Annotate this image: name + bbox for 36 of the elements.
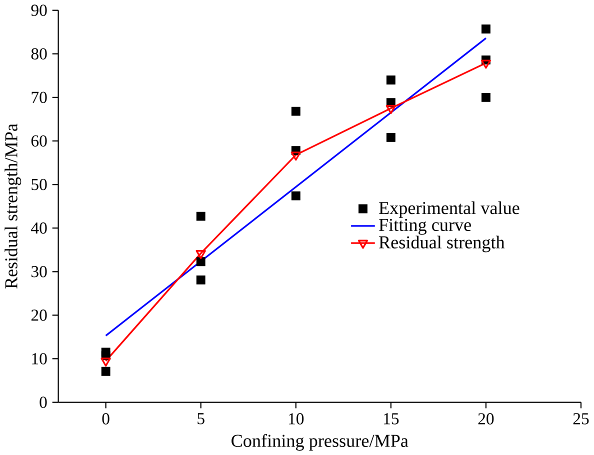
- point: [290, 151, 301, 160]
- x-tick-label: 15: [384, 413, 399, 424]
- x-tick-label: 20: [478, 413, 494, 424]
- y-tick-label: 40: [31, 222, 47, 234]
- y-tick-label: 60: [31, 135, 47, 146]
- y-tick-label: 70: [32, 92, 47, 103]
- x-tick-label: 5: [198, 413, 204, 424]
- x-axis-title: Confining pressure/MPa: [232, 434, 408, 451]
- point: [100, 357, 111, 366]
- x-tick-label: 25: [573, 412, 589, 424]
- point: [101, 366, 110, 376]
- point: [291, 106, 300, 116]
- y-tick-label: 10: [32, 352, 47, 364]
- point: [481, 24, 490, 34]
- point: [481, 92, 490, 102]
- point: [386, 75, 396, 84]
- point: [386, 132, 396, 142]
- point: [386, 104, 396, 114]
- x-tick-label: 10: [288, 413, 304, 424]
- point: [291, 191, 300, 200]
- y-tick-label: 50: [32, 178, 47, 190]
- y-axis-title: Residual strength/MPa: [4, 124, 22, 288]
- legend-label: Fitting curve: [379, 218, 471, 235]
- legend-label: Residual strength: [379, 236, 505, 252]
- point: [196, 275, 206, 284]
- point: [196, 212, 206, 221]
- x-tick-label: 0: [102, 413, 110, 424]
- point: [196, 256, 206, 266]
- legend-label: Experimental value: [379, 201, 520, 218]
- point: [196, 250, 206, 259]
- y-tick-label: 30: [32, 266, 47, 278]
- y-tick-label: 80: [31, 48, 47, 60]
- y-tick-label: 0: [40, 396, 47, 408]
- y-tick-label: 20: [31, 309, 47, 321]
- y-tick-label: 90: [31, 4, 47, 16]
- point: [480, 60, 492, 69]
